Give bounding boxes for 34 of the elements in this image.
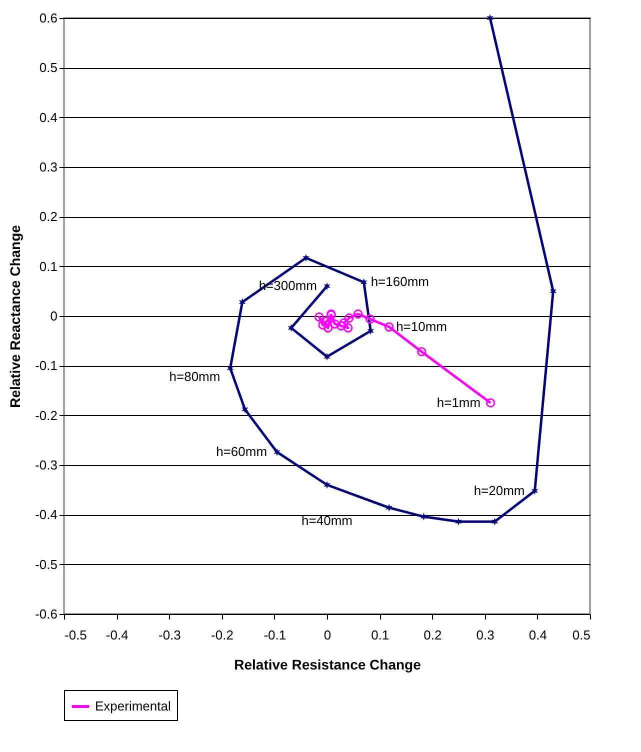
y-tick-label: 0 xyxy=(50,308,58,324)
y-axis-title: Relative Reactance Change xyxy=(7,224,24,408)
y-tick-label: 0.1 xyxy=(39,258,58,274)
annotation: h=20mm xyxy=(474,482,525,498)
x-tick-label: 0.2 xyxy=(424,628,442,642)
annotation: h=40mm xyxy=(302,512,352,528)
y-tick-label: -0.5 xyxy=(35,556,58,572)
y-tick-label: 0.3 xyxy=(39,160,58,174)
x-tick-label: -0.5 xyxy=(64,628,87,642)
x-tick-label: 0 xyxy=(324,628,332,642)
y-tick-label: 0.6 xyxy=(39,10,58,26)
y-tick-label: -0.6 xyxy=(35,606,58,622)
y-tick-label: -0.1 xyxy=(35,358,58,374)
x-tick-label: 0.3 xyxy=(476,628,494,642)
x-tick-label: -0.2 xyxy=(211,628,234,642)
annotation: h=80mm xyxy=(169,369,220,384)
x-tick-label: -0.3 xyxy=(158,628,181,642)
x-tick-label: 0.4 xyxy=(528,628,547,642)
annotation: h=10mm xyxy=(396,318,448,334)
annotation: h=1mm xyxy=(436,394,481,410)
x-tick-label: 0.1 xyxy=(371,628,390,642)
x-tick-label: -0.4 xyxy=(106,628,128,642)
x-tick-label: 0.5 xyxy=(572,628,590,642)
x-tick-label: -0.1 xyxy=(264,628,286,642)
y-tick-label: 0.5 xyxy=(39,60,58,76)
annotation: h=60mm xyxy=(216,444,268,460)
x-axis-title: Relative Resistance Change xyxy=(234,656,422,672)
legend-label: Experimental xyxy=(95,698,171,714)
y-tick-label: -0.2 xyxy=(35,408,58,423)
y-tick-label: 0.2 xyxy=(39,209,58,224)
y-tick-label: 0.4 xyxy=(39,110,58,125)
y-tick-label: -0.3 xyxy=(35,458,58,472)
annotation: h=160mm xyxy=(370,274,429,290)
y-tick-label: -0.4 xyxy=(35,507,58,522)
